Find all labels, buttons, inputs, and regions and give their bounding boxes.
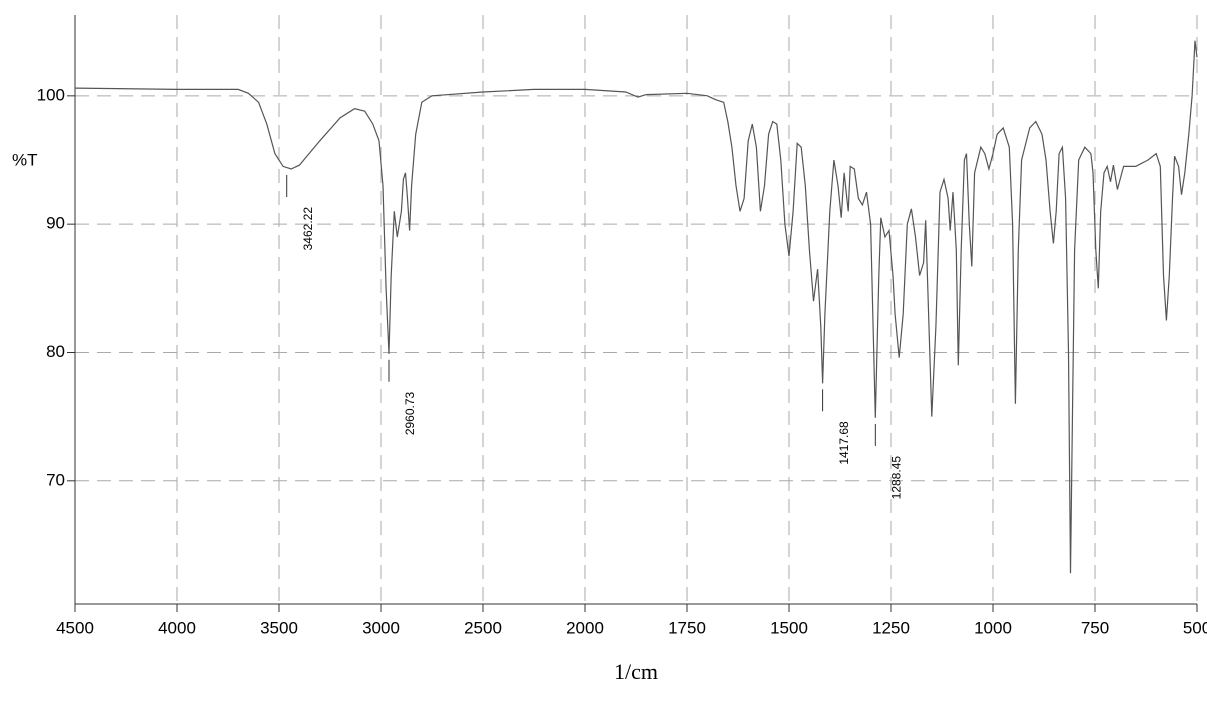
x-tick-label: 3000 [362, 618, 400, 637]
y-tick-label: 90 [46, 214, 65, 233]
x-tick-label: 500 [1183, 618, 1207, 637]
x-tick-label: 2000 [566, 618, 604, 637]
y-tick-label: 80 [46, 342, 65, 361]
x-tick-label: 750 [1081, 618, 1109, 637]
x-axis-label: 1/cm [614, 659, 658, 684]
x-tick-label: 1750 [668, 618, 706, 637]
x-tick-label: 3500 [260, 618, 298, 637]
peak-label: 2960.73 [403, 391, 417, 435]
x-tick-label: 1000 [974, 618, 1012, 637]
y-axis-label: %T [12, 150, 38, 169]
peak-label: 1288.45 [889, 456, 903, 500]
x-tick-label: 1250 [872, 618, 910, 637]
x-tick-label: 4500 [56, 618, 94, 637]
y-tick-label: 70 [46, 470, 65, 489]
y-tick-label: 100 [37, 85, 65, 104]
peak-label: 1417.68 [837, 421, 851, 465]
peak-label: 3462.22 [301, 207, 315, 251]
spectrum-line [74, 40, 1198, 574]
x-tick-label: 1500 [770, 618, 808, 637]
x-tick-label: 2500 [464, 618, 502, 637]
x-tick-label: 4000 [158, 618, 196, 637]
